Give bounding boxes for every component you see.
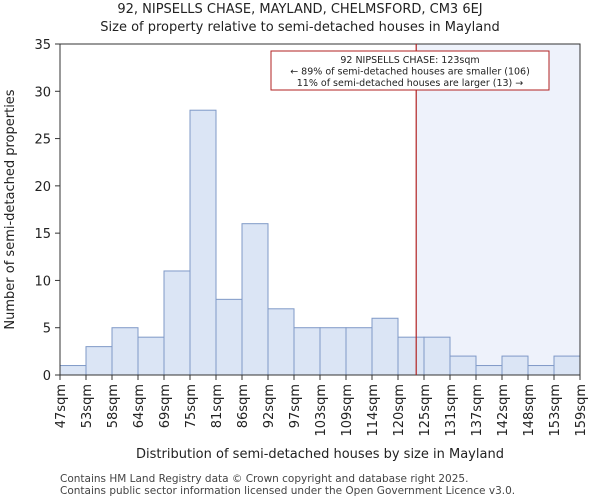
footer-copyright: Contains HM Land Registry data © Crown c… [60,473,469,485]
x-tick-label: 53sqm [80,384,95,428]
bar [267,308,295,376]
bar [501,355,529,376]
bar [137,336,165,376]
x-tick-label: 125sqm [418,384,433,437]
histogram-chart: 0 5 10 15 20 25 30 35 47sqm 53sqm 58sqm 64sqm 69sqm 7… [3,38,589,462]
bar [215,298,243,376]
bar [345,327,373,376]
bar [371,317,399,376]
bar [241,223,269,376]
bar [423,336,451,376]
footer-licence: Contains public sector information licen… [60,485,516,497]
x-tick-label: 114sqm [366,384,381,437]
annotation-box [270,50,550,91]
bar [319,327,347,376]
bar [475,365,503,376]
x-axis-label: Distribution of semi-detached houses by … [136,447,504,462]
y-tick-label: 15 [34,227,51,242]
bar [293,327,321,376]
x-tick-label: 142sqm [496,384,511,437]
y-axis-label: Number of semi-detached properties [3,89,18,329]
x-tick-label: 153sqm [548,384,563,437]
chart-subtitle: Size of property relative to semi-detach… [100,20,500,35]
x-tick-label: 64sqm [132,384,147,428]
y-tick-label: 5 [43,322,51,337]
y-tick-label: 25 [34,133,51,148]
annotation-line: 11% of semi-detached houses are larger (… [297,78,524,89]
x-tick-label: 131sqm [444,384,459,437]
y-tick-label: 35 [34,38,51,53]
bar [527,365,555,376]
annotation-line: 92 NIPSELLS CHASE: 123sqm [340,55,479,66]
bar [553,355,581,376]
y-tick-label: 10 [34,274,51,289]
bar [111,327,139,376]
x-tick-label: 47sqm [54,384,69,428]
y-tick-label: 0 [43,369,51,384]
x-tick-label: 109sqm [340,384,355,437]
bar [449,355,477,376]
x-tick-label: 97sqm [288,384,303,428]
highlight-region [416,44,580,375]
x-tick-label: 148sqm [522,384,537,437]
bar [85,346,113,376]
x-tick-label: 159sqm [574,384,589,437]
x-tick-label: 58sqm [106,384,121,428]
bar [189,109,217,376]
x-tick-label: 86sqm [236,384,251,428]
x-tick-label: 92sqm [262,384,277,428]
x-tick-label: 81sqm [210,384,225,428]
x-tick-label: 75sqm [184,384,199,428]
x-tick-label: 137sqm [470,384,485,437]
bar [163,270,191,376]
bar [397,336,425,376]
x-tick-label: 69sqm [158,384,173,428]
x-tick-label: 103sqm [314,384,329,437]
x-tick-label: 120sqm [392,384,407,437]
chart-title: 92, NIPSELLS CHASE, MAYLAND, CHELMSFORD,… [117,2,483,17]
annotation-line: ← 89% of semi-detached houses are smalle… [290,67,530,78]
bar [59,365,87,376]
y-tick-label: 20 [34,180,51,195]
y-tick-label: 30 [34,85,51,100]
